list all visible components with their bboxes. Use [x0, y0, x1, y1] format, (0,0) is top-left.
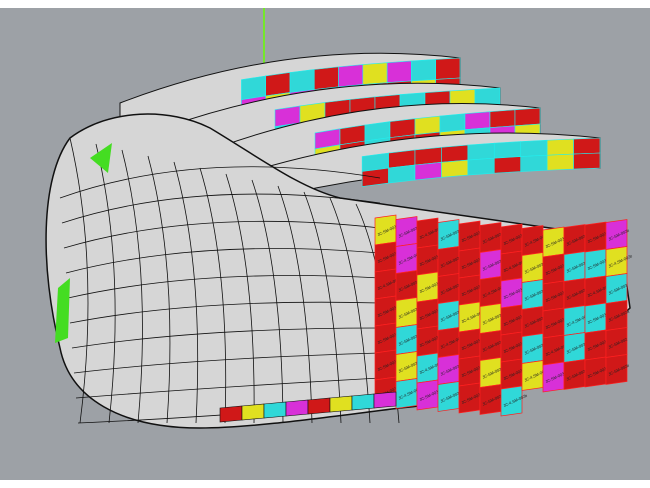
wire-line [75, 377, 381, 399]
rib-panel [493, 141, 522, 159]
rib-panel [464, 111, 491, 131]
wire-line [147, 155, 171, 424]
3d-viewport[interactable]: JC-SM-002 JC-SM-002b JC-4.SM-002b JC-SM-003… [0, 8, 650, 480]
rib-panel [439, 113, 466, 133]
base-panel [307, 397, 331, 415]
rib-panel [441, 159, 469, 178]
base-panel [285, 399, 309, 417]
green-edge-top [90, 143, 112, 173]
wire-line [59, 166, 381, 199]
rib-panel [289, 69, 315, 93]
rib-panel [573, 137, 601, 155]
rib-panel [386, 60, 412, 83]
rib-panel [520, 139, 548, 157]
wire-line [121, 149, 143, 424]
wire-line [71, 327, 381, 349]
rib-panel [414, 147, 442, 166]
wire-line [95, 143, 116, 424]
base-panel [373, 391, 397, 409]
rib-panel [489, 109, 516, 128]
rib-panel [265, 72, 291, 97]
rib-panel [414, 162, 442, 181]
wire-line [73, 352, 381, 374]
rib-panel [362, 62, 388, 85]
wire-line [303, 191, 342, 424]
wire-line [69, 137, 89, 424]
wire-line [65, 248, 381, 274]
base-panel [351, 393, 375, 411]
wire-line [63, 220, 381, 249]
rib-panel [467, 142, 495, 161]
rib-panel [313, 66, 339, 90]
rib-panel [388, 164, 416, 184]
base-panel [241, 403, 265, 421]
rib-panel [411, 59, 437, 82]
rib-panel [241, 75, 267, 101]
wire-line [329, 197, 371, 424]
rib-panel [573, 152, 601, 170]
rib-panel [520, 154, 548, 172]
rib-panel [467, 157, 495, 176]
rib-panel [435, 57, 461, 80]
wire-line [67, 275, 381, 299]
rib-panel [441, 144, 469, 163]
rib-panel [546, 138, 574, 156]
base-panel [329, 395, 353, 413]
rib-panel [414, 115, 441, 135]
wire-line [225, 173, 255, 424]
wire-line [69, 301, 381, 324]
rib-panel [514, 107, 541, 127]
wire-line [199, 167, 227, 424]
wire-line [277, 185, 313, 424]
facade-panel [605, 354, 628, 385]
wire-line [61, 193, 381, 224]
rib-panel [389, 118, 416, 138]
wire-line [173, 161, 199, 424]
rib-panel [546, 153, 574, 171]
base-panel [219, 405, 243, 423]
rib-panel [493, 156, 522, 174]
rib-panel [338, 64, 364, 88]
base-panel [263, 401, 287, 419]
green-edge-left [55, 278, 70, 343]
panelized-surface-model: JC-SM-002JC-SM-002bJC-4.SM-002bJC-SM-003… [45, 8, 634, 429]
panel-grid: JC-SM-002JC-SM-002bJC-4.SM-002bJC-SM-003… [219, 214, 634, 423]
facade-panel [500, 385, 523, 417]
wire-line [251, 179, 284, 424]
